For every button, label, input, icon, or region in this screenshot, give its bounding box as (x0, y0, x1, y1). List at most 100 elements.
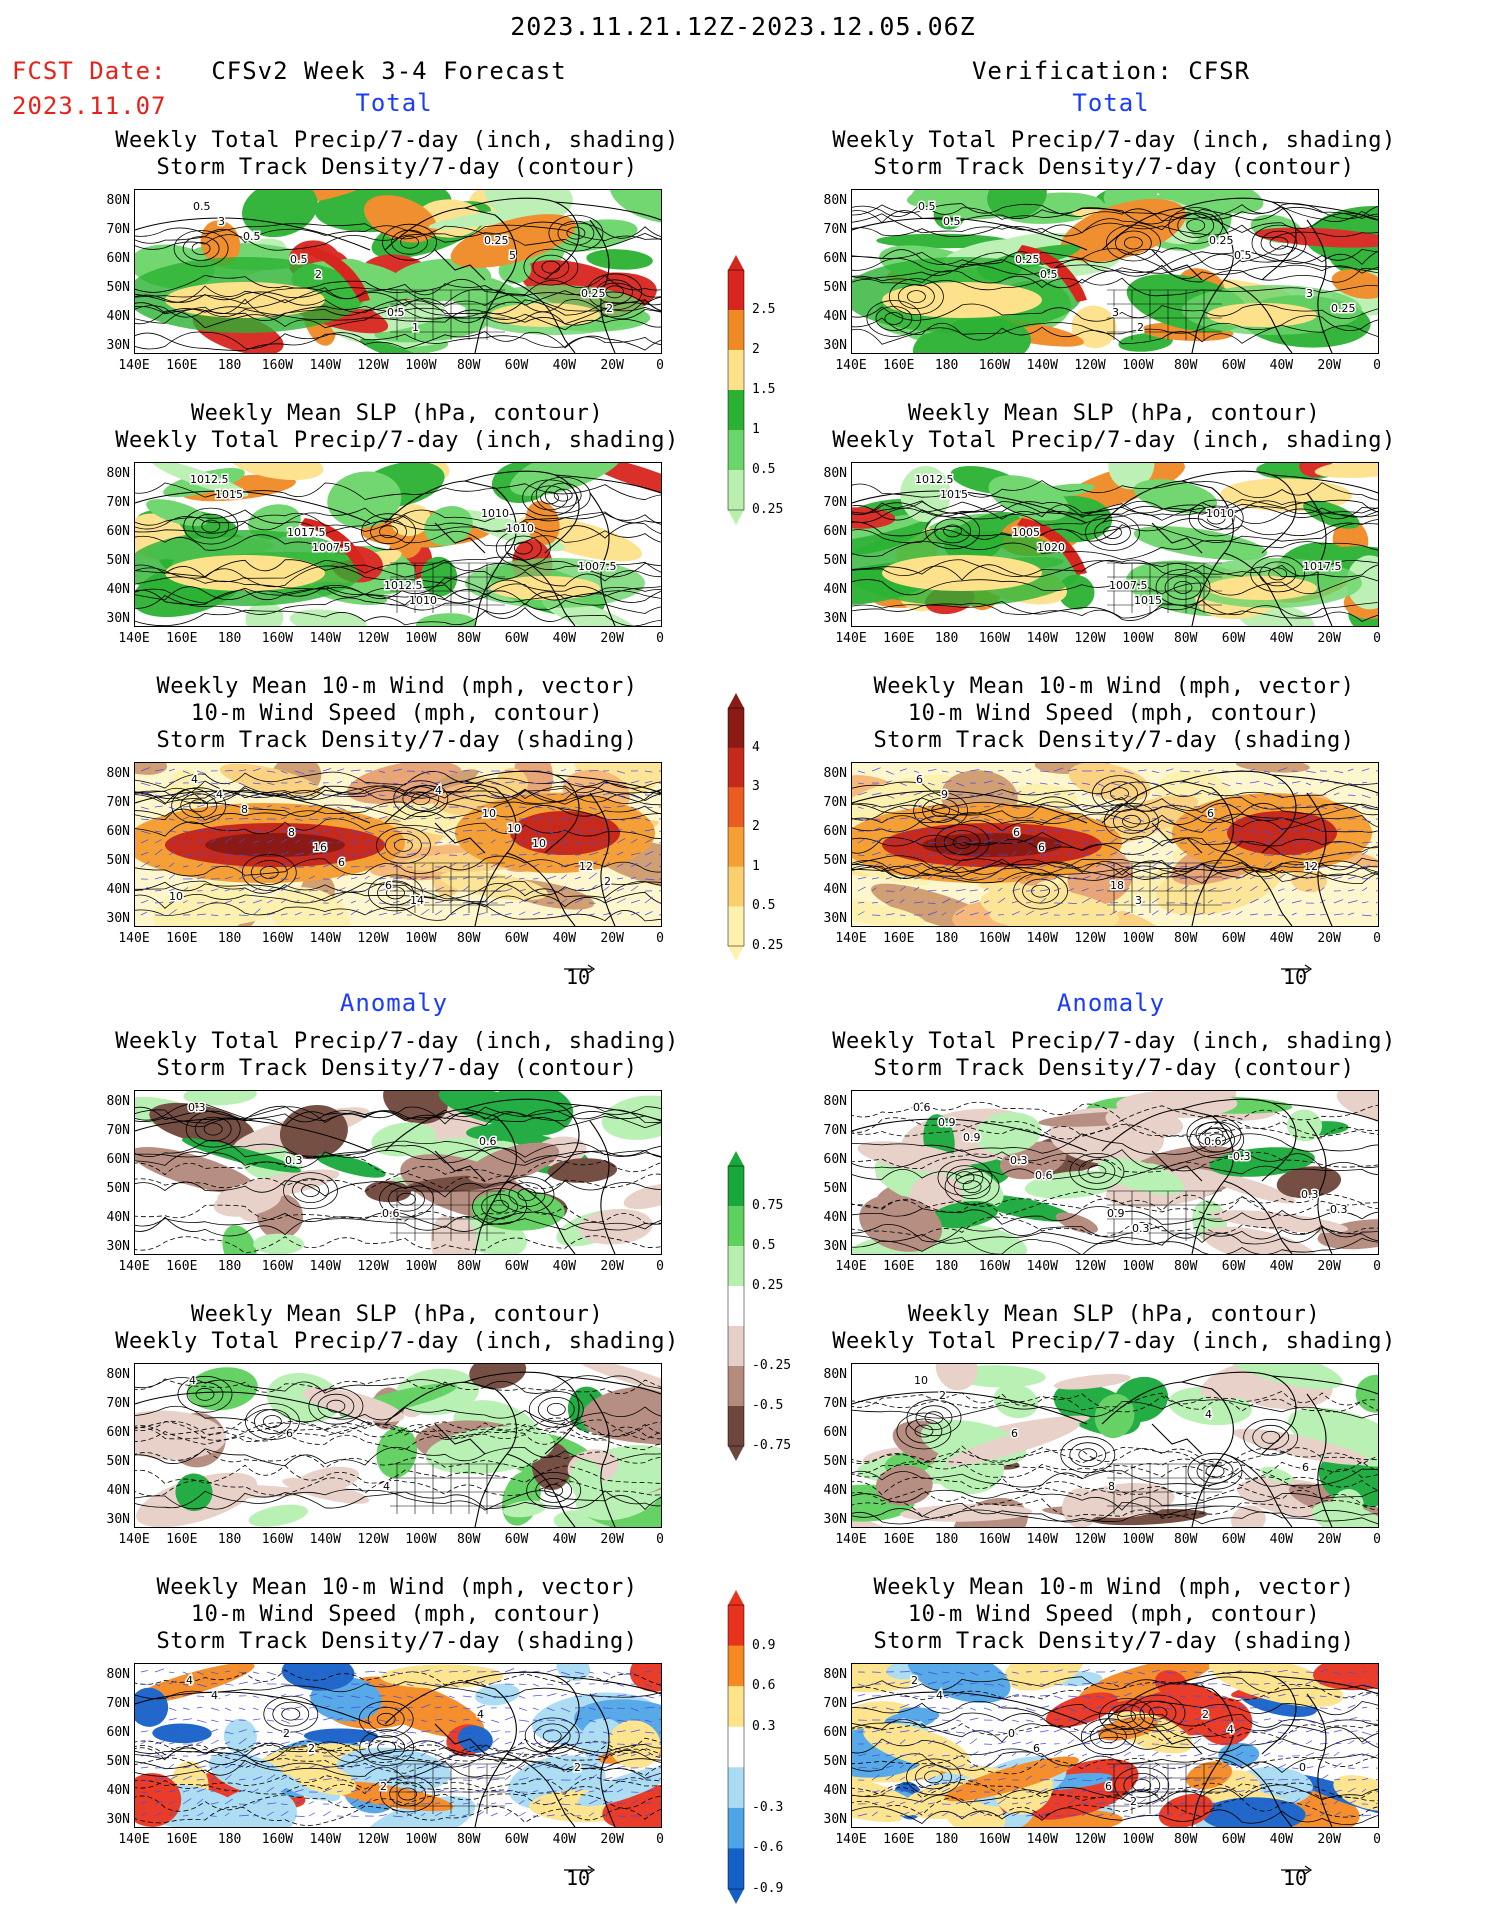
lat-label: 40N (106, 1783, 130, 1798)
colorbar-label: 1 (752, 422, 760, 437)
colorbar-label: 2 (752, 819, 760, 834)
colorbar-swatch (728, 1406, 744, 1447)
colorbar-swatch (728, 1206, 744, 1247)
lon-label: 180 (934, 931, 959, 946)
lat-label: 60N (823, 1152, 847, 1167)
contour-label: 2 (911, 1674, 918, 1687)
lon-label: 60W (504, 931, 529, 946)
contour-label: 0.9 (963, 1131, 981, 1144)
lon-label: 140E (835, 631, 867, 646)
colorbar-label: 0.5 (752, 898, 776, 913)
lat-label: 40N (823, 882, 847, 897)
colorbar-swatch (728, 1726, 744, 1768)
contour-label: 1010 (481, 507, 509, 520)
lon-label: 100W (405, 1532, 437, 1547)
lat-label: 30N (106, 911, 130, 926)
lat-label: 80N (106, 466, 130, 481)
lon-label: 100W (1122, 1259, 1154, 1274)
panel-title-f2-0: Weekly Mean SLP (hPa, contour) (190, 401, 604, 426)
lat-label: 50N (106, 853, 130, 868)
lon-label: 80W (456, 631, 481, 646)
lat-label: 70N (823, 1696, 847, 1711)
contour-label: 0.3 (285, 1154, 303, 1167)
lon-label: 20W (600, 358, 624, 373)
lat-label: 40N (823, 582, 847, 597)
lon-label: 0 (1373, 1832, 1381, 1847)
panel-title-v3-2: Storm Track Density/7-day (shading) (873, 728, 1355, 753)
contour-label: 2 (939, 1389, 946, 1402)
contour-label: 4 (216, 788, 223, 801)
contour-label: 6 (385, 879, 392, 892)
lon-label: 160W (261, 1259, 294, 1274)
map-v2: 1012.5 1005 1007.5 1010 1017.5 1015 1020 1015 (851, 462, 1379, 627)
contour-label: 0.25 (1015, 253, 1040, 266)
lat-label: 60N (106, 524, 130, 539)
lon-label: 40W (552, 631, 577, 646)
colorbar-label: -0.75 (752, 1438, 792, 1453)
lon-label: 180 (934, 1832, 959, 1847)
lat-label: 50N (823, 280, 847, 295)
vector-arrow-icon (562, 955, 596, 974)
lat-label: 70N (823, 1123, 847, 1138)
lon-label: 40W (552, 1259, 577, 1274)
lon-label: 60W (504, 358, 529, 373)
contour-label: 0.5 (290, 253, 308, 266)
lat-label: 30N (106, 611, 130, 626)
lon-label: 60W (504, 1532, 529, 1547)
contour-label: 1012.5 (915, 473, 954, 486)
colorbar-label: 0.3 (752, 1719, 776, 1734)
lat-label: 50N (106, 280, 130, 295)
colorbar-label: 0.9 (752, 1638, 776, 1653)
lon-label: 0 (656, 1532, 664, 1547)
lon-label: 80W (456, 1532, 481, 1547)
lat-label: 50N (823, 1454, 847, 1469)
lon-label: 160W (978, 1532, 1011, 1547)
colorbar-swatch (728, 1605, 744, 1647)
lon-label: 0 (1373, 1532, 1381, 1547)
contour-label: 6 (286, 1427, 293, 1440)
contour-label: 10 (169, 890, 183, 903)
lat-label: 40N (106, 309, 130, 324)
lon-label: 80W (1173, 1832, 1198, 1847)
colorbar-label: -0.6 (752, 1840, 784, 1855)
lon-label: 140W (309, 1832, 341, 1847)
contour-label: 10 (482, 807, 496, 820)
contour-label: 0.3 (188, 1101, 206, 1114)
lon-label: 100W (405, 1259, 437, 1274)
colorbar-swatch (728, 470, 744, 511)
colorbar-precip_total (727, 255, 745, 525)
lon-label: 40W (552, 1532, 577, 1547)
contour-label: 4 (211, 1689, 218, 1702)
contour-label: 2 (308, 1742, 315, 1755)
contour-label: 8 (288, 826, 295, 839)
lat-label: 70N (106, 1123, 130, 1138)
lon-label: 140E (118, 931, 150, 946)
lon-label: 180 (934, 358, 959, 373)
colorbar-label: 0.6 (752, 1678, 776, 1693)
colorbar-label: 0.25 (752, 1278, 784, 1293)
lat-label: 40N (106, 882, 130, 897)
lon-label: 140W (1026, 358, 1058, 373)
lon-label: 20W (1317, 931, 1341, 946)
panel-title-v4-0: Weekly Total Precip/7-day (inch, shading… (832, 1029, 1396, 1054)
lon-label: 20W (600, 1532, 624, 1547)
panel-title-f3-2: Storm Track Density/7-day (shading) (156, 728, 638, 753)
lon-label: 180 (217, 358, 242, 373)
lat-label: 70N (823, 795, 847, 810)
contour-label: 1007.5 (312, 541, 351, 554)
lon-label: 120W (1074, 931, 1106, 946)
lon-label: 80W (1173, 631, 1198, 646)
map-v4: 0.6 0.3 0.9 0.6 0.3 0.9 0.6 0.3 -0.3 -0.3 0.9 (851, 1090, 1379, 1255)
lon-label: 80W (1173, 1259, 1198, 1274)
lon-label: 40W (552, 931, 577, 946)
lon-label: 100W (405, 358, 437, 373)
lon-label: 140W (309, 1532, 341, 1547)
lon-label: 0 (656, 1832, 664, 1847)
forecast-title: CFSv2 Week 3-4 Forecast (211, 57, 567, 85)
lon-label: 140E (118, 1532, 150, 1547)
lon-label: 20W (600, 931, 624, 946)
lon-label: 40W (1269, 631, 1294, 646)
colorbar-swatch (728, 270, 744, 311)
contour-label: 2 (604, 875, 611, 888)
contour-label: 4 (186, 1674, 193, 1687)
